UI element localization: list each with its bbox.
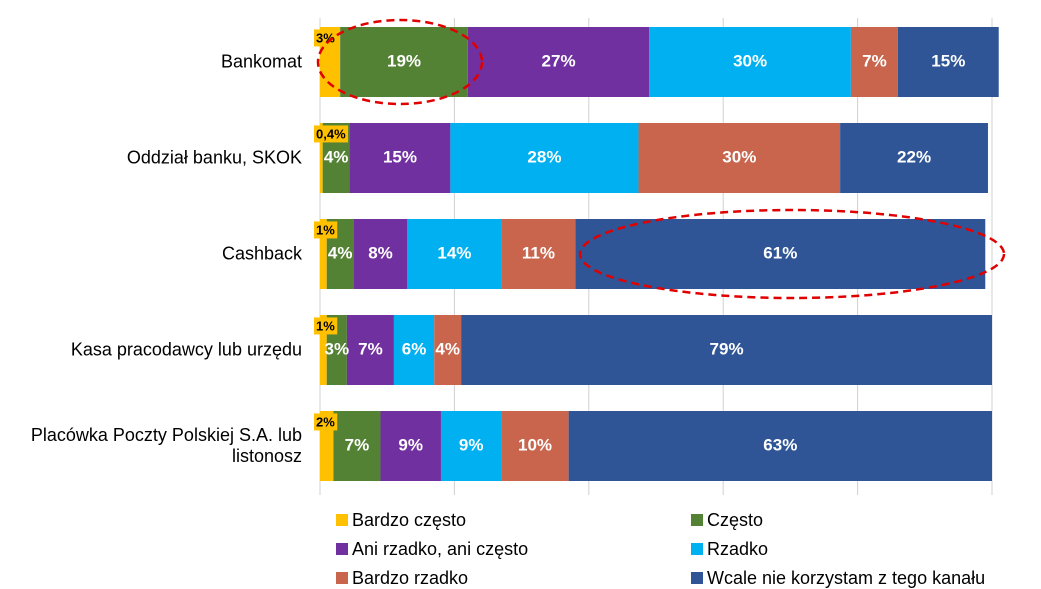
bar-segment <box>501 411 569 481</box>
bar-segment <box>349 123 451 193</box>
legend-label: Często <box>707 510 763 530</box>
bar-segment <box>850 27 898 97</box>
bar-segment <box>333 411 381 481</box>
category-label: Placówka Poczty Polskiej S.A. lub liston… <box>30 425 302 466</box>
value-label: 61% <box>763 243 797 262</box>
value-label: 15% <box>931 51 965 70</box>
category-label: Kasa pracodawcy lub urzędu <box>70 339 302 360</box>
bar-segment <box>320 123 323 193</box>
value-label: 1% <box>316 222 335 237</box>
legend-label: Bardzo rzadko <box>352 568 468 588</box>
bar-segment <box>353 219 408 289</box>
category-label: Cashback <box>221 243 302 264</box>
value-label: 14% <box>437 243 471 262</box>
bars <box>320 27 999 481</box>
value-label: 10% <box>518 435 552 454</box>
bar-segment <box>320 315 327 385</box>
legend-swatch <box>336 572 348 584</box>
value-label: 79% <box>710 339 744 358</box>
bar-segment <box>568 411 992 481</box>
bar-segment <box>501 219 576 289</box>
legend-label: Bardzo często <box>352 510 466 530</box>
bar-segment <box>320 219 327 289</box>
bar-segment <box>461 315 992 385</box>
highlight-ellipse <box>316 18 484 106</box>
bar-segment <box>638 123 841 193</box>
value-label: 3% <box>325 339 350 358</box>
value-label: 6% <box>402 339 427 358</box>
legend-swatch <box>336 514 348 526</box>
bar-segment <box>340 27 468 97</box>
highlight-ellipse <box>578 208 1006 300</box>
labels: 3% 19% 27% 30% 7% 15% 0,4% 4% 15% 28% 30% 22% 1% 4% 8%… <box>314 29 965 454</box>
value-label: 15% <box>383 147 417 166</box>
value-label: 27% <box>542 51 576 70</box>
legend-swatch <box>691 572 703 584</box>
legend-label: Wcale nie korzystam z tego kanału <box>707 568 985 588</box>
legend-swatch <box>691 514 703 526</box>
value-label-bg <box>314 221 338 239</box>
legend-swatch <box>336 543 348 555</box>
bar-segment <box>346 315 394 385</box>
category-label: Oddział banku, SKOK <box>126 147 302 168</box>
value-label: 30% <box>722 147 756 166</box>
bar-segment <box>407 219 502 289</box>
value-label: 9% <box>459 435 484 454</box>
bar-segment <box>380 411 441 481</box>
value-label: 63% <box>763 435 797 454</box>
value-label: 0,4% <box>316 126 346 141</box>
value-label: 7% <box>358 339 383 358</box>
value-label: 4% <box>435 339 460 358</box>
value-label: 8% <box>368 243 393 262</box>
value-label: 7% <box>345 435 370 454</box>
bar-segment <box>897 27 999 97</box>
value-label-bg <box>314 413 338 431</box>
bar-segment <box>649 27 851 97</box>
legend-swatch <box>691 543 703 555</box>
bar-segment <box>467 27 650 97</box>
value-label-bg <box>314 29 338 47</box>
legend-label: Rzadko <box>707 539 768 559</box>
bar-segment <box>434 315 462 385</box>
value-label: 7% <box>862 51 887 70</box>
category-label: Bankomat <box>220 51 302 72</box>
bar-segment <box>575 219 986 289</box>
value-label: 28% <box>527 147 561 166</box>
value-label: 9% <box>398 435 423 454</box>
value-label-bg <box>314 125 349 143</box>
legend-label: Ani rzadko, ani często <box>352 539 528 559</box>
value-label: 4% <box>324 147 349 166</box>
value-label: 3% <box>316 30 335 45</box>
bar-segment <box>450 123 639 193</box>
value-label: 1% <box>316 318 335 333</box>
value-label-bg <box>314 317 338 335</box>
value-label: 4% <box>328 243 353 262</box>
bar-segment <box>440 411 502 481</box>
bar-segment <box>393 315 435 385</box>
legend: Bardzo często Często Ani rzadko, ani częst… <box>336 510 985 588</box>
value-label: 2% <box>316 414 335 429</box>
value-label: 22% <box>897 147 931 166</box>
value-label: 19% <box>387 51 421 70</box>
bar-segment <box>840 123 988 193</box>
value-label: 30% <box>733 51 767 70</box>
value-label: 11% <box>522 243 555 262</box>
